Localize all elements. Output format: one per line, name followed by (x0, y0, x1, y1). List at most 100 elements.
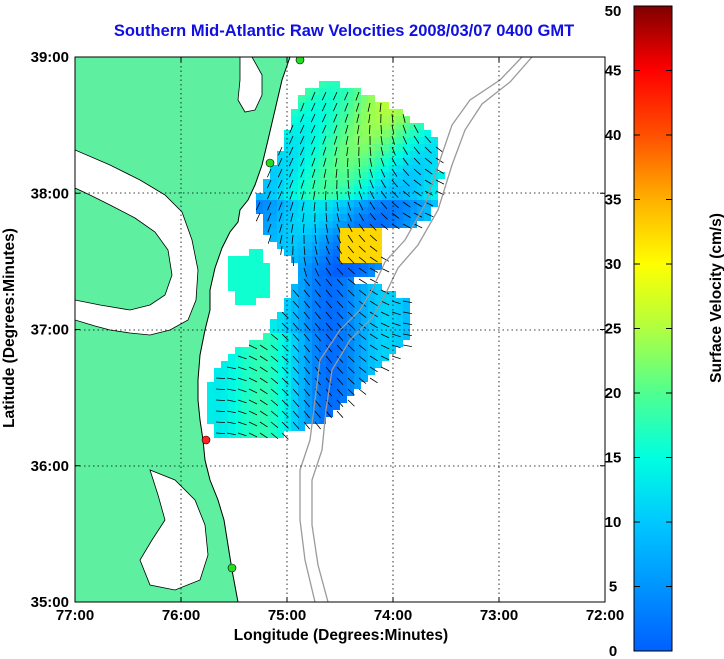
velocity-arrow (391, 201, 400, 209)
velocity-cell (312, 123, 319, 130)
velocity-cell (396, 305, 403, 312)
velocity-arrow (325, 300, 333, 309)
velocity-arrow (413, 124, 419, 134)
velocity-cell (347, 312, 354, 319)
velocity-cell (270, 179, 277, 186)
velocity-cell (242, 417, 249, 424)
velocity-cell (291, 116, 298, 123)
velocity-arrow (402, 190, 411, 198)
velocity-cell (284, 228, 291, 235)
velocity-arrow (391, 300, 401, 305)
velocity-arrow (259, 432, 268, 439)
velocity-cell (319, 319, 326, 326)
velocity-cell (389, 291, 396, 298)
velocity-arrow (292, 289, 300, 298)
velocity-arrow (380, 322, 390, 328)
velocity-cell (228, 410, 235, 417)
velocity-cell (298, 389, 305, 396)
velocity-cell (333, 95, 340, 102)
velocity-arrow (391, 311, 401, 316)
velocity-cell (389, 193, 396, 200)
velocity-cell (403, 200, 410, 207)
velocity-cell (354, 214, 361, 221)
velocity-cell (326, 333, 333, 340)
velocity-arrow (267, 201, 272, 211)
velocity-cell (396, 144, 403, 151)
radar-site-south (227, 563, 237, 573)
velocity-arrow (358, 245, 366, 253)
velocity-arrow (391, 146, 396, 156)
velocity-cell (242, 375, 249, 382)
velocity-cell (410, 207, 417, 214)
velocity-arrow (346, 146, 349, 156)
velocity-arrow (302, 212, 305, 222)
velocity-cell (340, 102, 347, 109)
velocity-cell (361, 242, 368, 249)
velocity-arrow (402, 179, 410, 187)
velocity-cell (305, 221, 312, 228)
velocity-cell (319, 137, 326, 144)
velocity-cell (396, 200, 403, 207)
velocity-cell (319, 326, 326, 333)
velocity-arrow (368, 124, 371, 135)
velocity-cell (389, 214, 396, 221)
velocity-arrow (311, 135, 316, 145)
velocity-arrow (259, 344, 268, 351)
velocity-arrow (347, 223, 353, 233)
velocity-arrow (314, 421, 321, 430)
velocity-cell (389, 109, 396, 116)
velocity-cell (431, 165, 438, 172)
velocity-arrow (289, 201, 294, 211)
x-tick-label: 77:00 (56, 607, 94, 624)
velocity-cell (284, 326, 291, 333)
velocity-cell (417, 179, 424, 186)
velocity-cell (291, 179, 298, 186)
velocity-cell (354, 207, 361, 214)
velocity-cell (403, 179, 410, 186)
velocity-cell (305, 417, 312, 424)
velocity-cell (298, 340, 305, 347)
velocity-cell (284, 298, 291, 305)
velocity-cell (347, 130, 354, 137)
velocity-arrow (259, 355, 268, 362)
velocity-cell (270, 431, 277, 438)
velocity-cell (221, 431, 228, 438)
colorbar-tick-label: 50 (605, 3, 622, 20)
velocity-cell (368, 312, 375, 319)
velocity-arrow (325, 223, 329, 233)
velocity-arrow (379, 102, 382, 112)
velocity-cell (291, 256, 298, 263)
velocity-cell (277, 333, 284, 340)
velocity-cell (277, 417, 284, 424)
velocity-cell (361, 144, 368, 151)
velocity-cell (340, 242, 347, 249)
velocity-cell (298, 326, 305, 333)
velocity-arrow (336, 355, 344, 363)
velocity-cell (438, 172, 445, 179)
velocity-cell (340, 116, 347, 123)
velocity-cell (375, 200, 382, 207)
velocity-cell (375, 144, 382, 151)
velocity-cell (347, 270, 354, 277)
velocity-cell (214, 389, 221, 396)
velocity-arrow (369, 355, 378, 362)
velocity-cell (333, 249, 340, 256)
velocity-arrow (303, 388, 310, 397)
velocity-cell (319, 347, 326, 354)
velocity-cell (235, 256, 242, 263)
velocity-cell (340, 228, 347, 235)
velocity-cell (207, 417, 214, 424)
velocity-cell (347, 179, 354, 186)
velocity-cell (368, 347, 375, 354)
velocity-cell (354, 368, 361, 375)
velocity-cell (319, 221, 326, 228)
velocity-arrow (300, 113, 305, 123)
velocity-cell (284, 221, 291, 228)
velocity-cell (340, 291, 347, 298)
velocity-cell (277, 319, 284, 326)
velocity-cell (389, 333, 396, 340)
velocity-cell (277, 396, 284, 403)
velocity-cell (347, 319, 354, 326)
velocity-arrow (391, 344, 401, 349)
velocity-cell (354, 242, 361, 249)
